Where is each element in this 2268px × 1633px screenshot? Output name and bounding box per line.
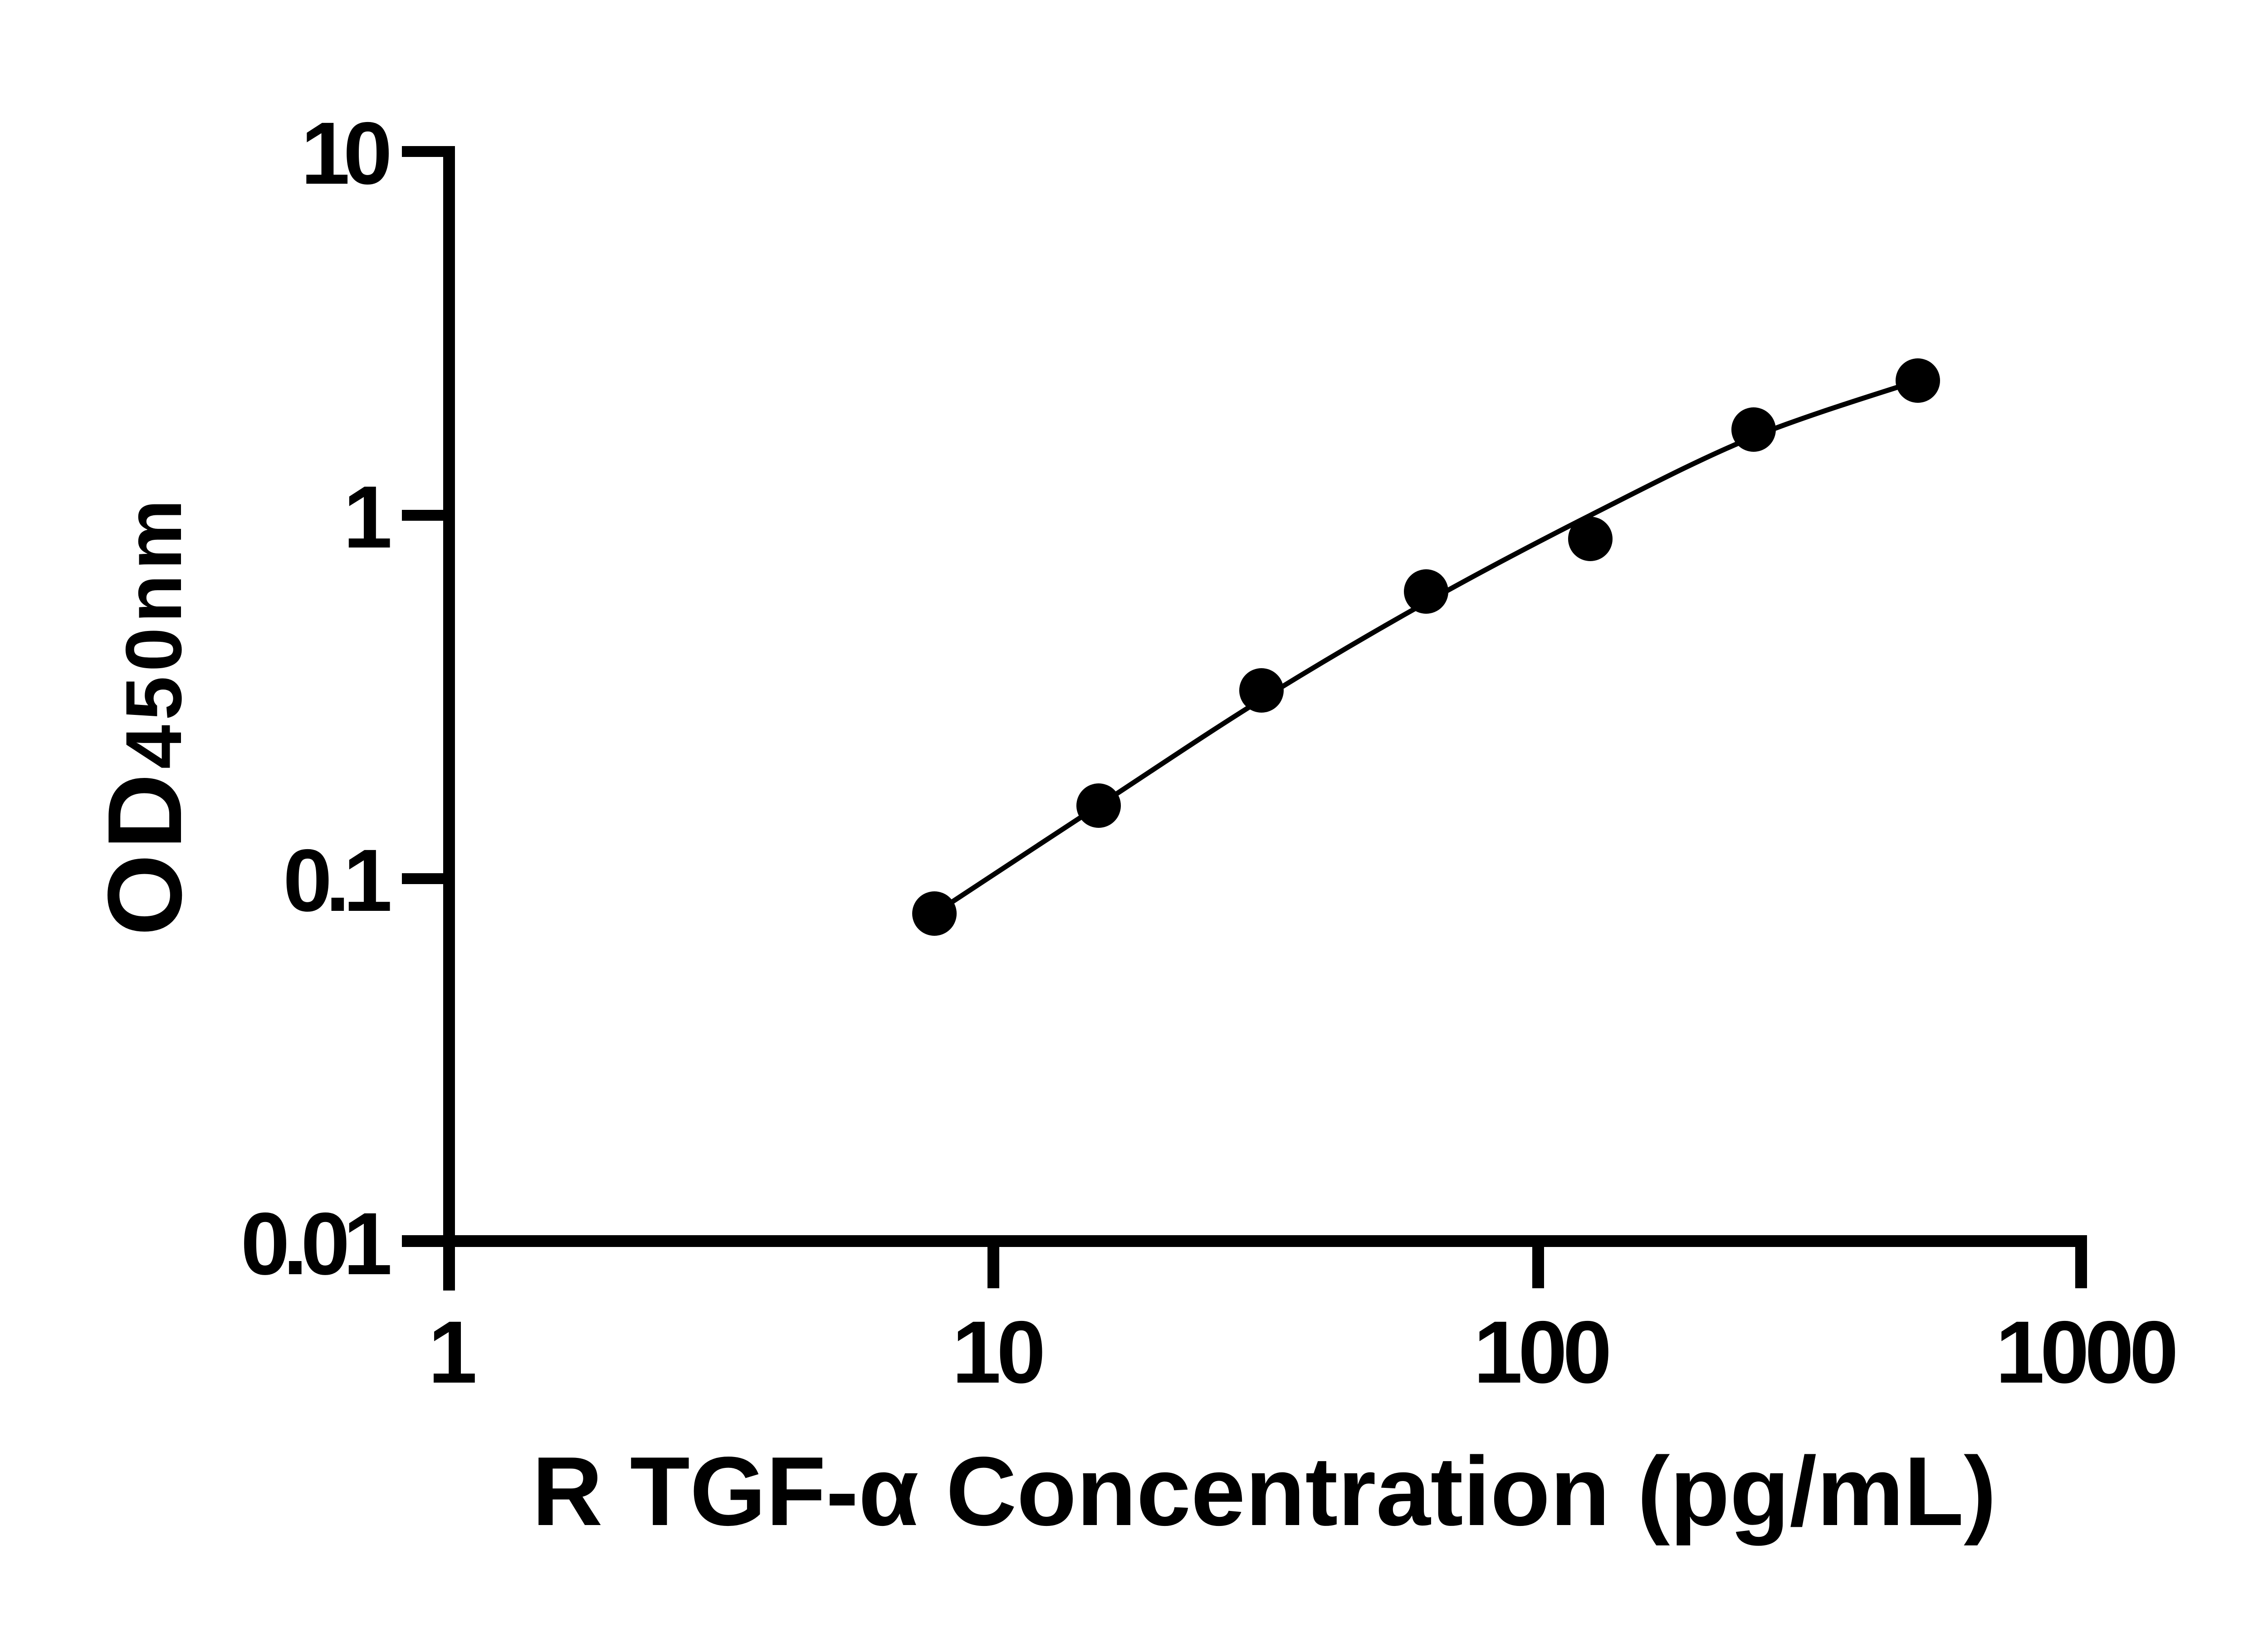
svg-text:OD450nm: OD450nm: [86, 495, 204, 936]
svg-text:R TGF-α Concentration (pg/mL): R TGF-α Concentration (pg/mL): [532, 1436, 1996, 1546]
svg-text:1: 1: [428, 1303, 475, 1402]
svg-text:100: 100: [1473, 1303, 1608, 1402]
svg-text:1000: 1000: [1995, 1303, 2175, 1402]
svg-text:10: 10: [301, 104, 389, 203]
svg-text:10: 10: [952, 1303, 1042, 1402]
svg-text:0.01: 0.01: [240, 1194, 390, 1293]
svg-text:0.1: 0.1: [283, 831, 391, 930]
svg-text:1: 1: [343, 468, 391, 567]
